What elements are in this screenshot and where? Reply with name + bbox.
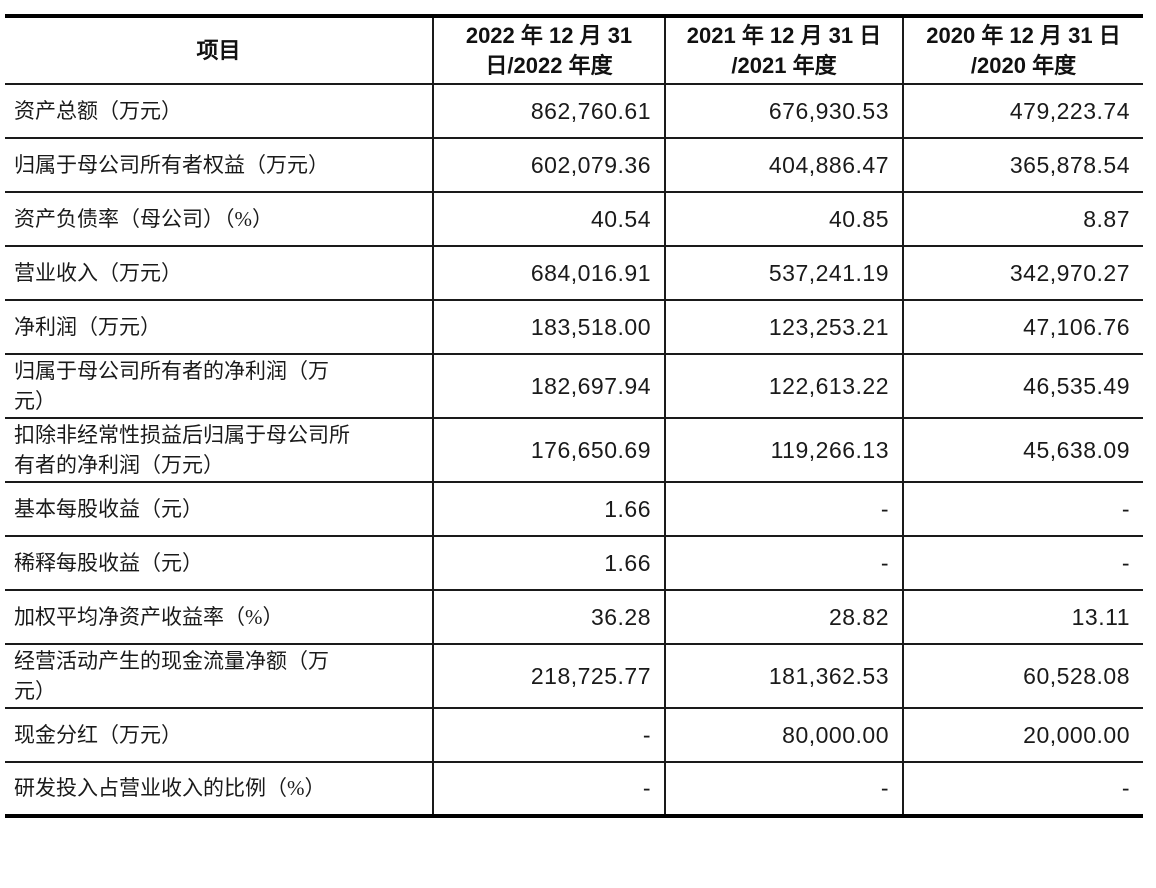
table-row: 资产负债率（母公司）（%） 40.54 40.85 8.87 [5,192,1143,247]
value-cell-2020: 8.87 [902,192,1143,247]
row-label-cell: 扣除非经常性损益后归属于母公司所 有者的净利润（万元） [5,418,433,483]
row-label-cell: 营业收入（万元） [5,246,433,301]
value-cell-2020: 47,106.76 [902,300,1143,355]
value-cell-2021: 676,930.53 [664,84,903,139]
value-cell-2022: 36.28 [432,590,665,645]
value-cell-2021: - [664,482,903,537]
header-item-column: 项目 [5,16,433,85]
header-2020-column: 2020 年 12 月 31 日 /2020 年度 [902,16,1143,85]
header-2022-column: 2022 年 12 月 31 日/2022 年度 [432,16,665,85]
value-cell-2022: 1.66 [432,536,665,591]
value-cell-2021: 119,266.13 [664,418,903,483]
value-cell-2022: 862,760.61 [432,84,665,139]
row-label-cell: 归属于母公司所有者的净利润（万 元） [5,354,433,419]
table-row: 研发投入占营业收入的比例（%） - - - [5,762,1143,817]
table-row: 基本每股收益（元） 1.66 - - [5,482,1143,537]
value-cell-2022: 183,518.00 [432,300,665,355]
row-label-cell: 基本每股收益（元） [5,482,433,537]
table-row: 经营活动产生的现金流量净额（万 元） 218,725.77 181,362.53… [5,644,1143,709]
value-cell-2022: 684,016.91 [432,246,665,301]
financial-indicators-table: 项目 2022 年 12 月 31 日/2022 年度 2021 年 12 月 … [5,14,1143,818]
table-row: 稀释每股收益（元） 1.66 - - [5,536,1143,591]
table-row: 扣除非经常性损益后归属于母公司所 有者的净利润（万元） 176,650.69 1… [5,418,1143,483]
table-row: 现金分红（万元） - 80,000.00 20,000.00 [5,708,1143,763]
table-header-row: 项目 2022 年 12 月 31 日/2022 年度 2021 年 12 月 … [5,16,1143,85]
value-cell-2022: 182,697.94 [432,354,665,419]
row-label-cell: 资产总额（万元） [5,84,433,139]
table-row: 归属于母公司所有者的净利润（万 元） 182,697.94 122,613.22… [5,354,1143,419]
value-cell-2021: 404,886.47 [664,138,903,193]
value-cell-2022: - [432,762,665,817]
row-label-cell: 净利润（万元） [5,300,433,355]
value-cell-2022: 1.66 [432,482,665,537]
value-cell-2020: 60,528.08 [902,644,1143,709]
value-cell-2021: 80,000.00 [664,708,903,763]
value-cell-2021: - [664,762,903,817]
value-cell-2020: 45,638.09 [902,418,1143,483]
value-cell-2022: 602,079.36 [432,138,665,193]
table-row: 归属于母公司所有者权益（万元） 602,079.36 404,886.47 36… [5,138,1143,193]
value-cell-2020: 365,878.54 [902,138,1143,193]
value-cell-2021: 122,613.22 [664,354,903,419]
value-cell-2022: 176,650.69 [432,418,665,483]
value-cell-2020: - [902,762,1143,817]
value-cell-2022: - [432,708,665,763]
value-cell-2020: 46,535.49 [902,354,1143,419]
value-cell-2021: 40.85 [664,192,903,247]
value-cell-2021: 28.82 [664,590,903,645]
value-cell-2021: 537,241.19 [664,246,903,301]
table-row: 营业收入（万元） 684,016.91 537,241.19 342,970.2… [5,246,1143,301]
value-cell-2020: 13.11 [902,590,1143,645]
table-row: 资产总额（万元） 862,760.61 676,930.53 479,223.7… [5,84,1143,139]
row-label-cell: 经营活动产生的现金流量净额（万 元） [5,644,433,709]
row-label-cell: 稀释每股收益（元） [5,536,433,591]
row-label-cell: 研发投入占营业收入的比例（%） [5,762,433,817]
table-row: 净利润（万元） 183,518.00 123,253.21 47,106.76 [5,300,1143,355]
value-cell-2020: 342,970.27 [902,246,1143,301]
row-label-cell: 加权平均净资产收益率（%） [5,590,433,645]
row-label-cell: 资产负债率（母公司）（%） [5,192,433,247]
value-cell-2020: 20,000.00 [902,708,1143,763]
value-cell-2021: - [664,536,903,591]
row-label-cell: 归属于母公司所有者权益（万元） [5,138,433,193]
value-cell-2021: 123,253.21 [664,300,903,355]
value-cell-2020: - [902,482,1143,537]
table-row: 加权平均净资产收益率（%） 36.28 28.82 13.11 [5,590,1143,645]
value-cell-2020: - [902,536,1143,591]
value-cell-2022: 40.54 [432,192,665,247]
row-label-cell: 现金分红（万元） [5,708,433,763]
value-cell-2021: 181,362.53 [664,644,903,709]
header-2021-column: 2021 年 12 月 31 日 /2021 年度 [664,16,903,85]
value-cell-2022: 218,725.77 [432,644,665,709]
value-cell-2020: 479,223.74 [902,84,1143,139]
